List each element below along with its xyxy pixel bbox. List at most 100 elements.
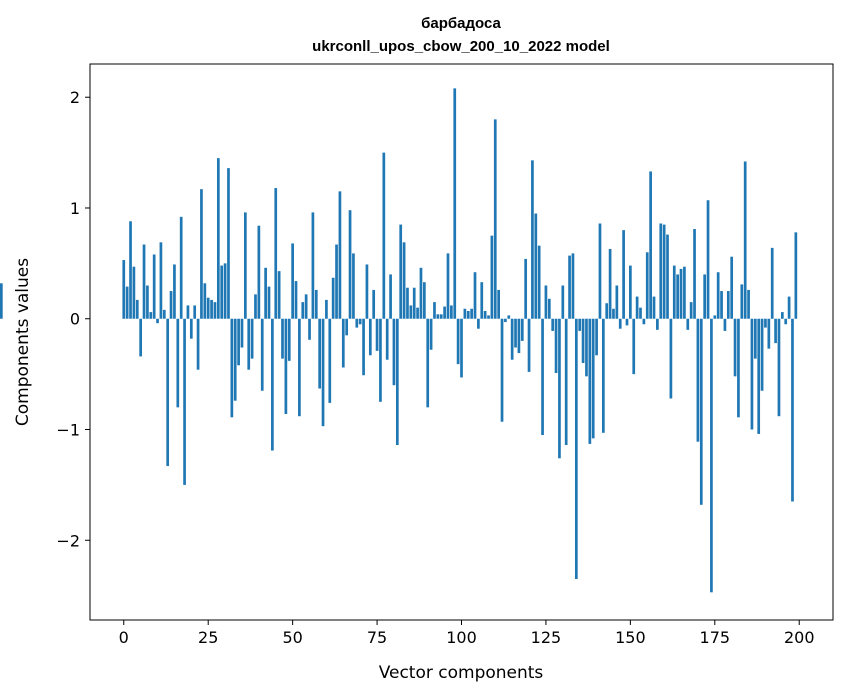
bar-150 [629,265,632,319]
bar-9 [152,254,156,319]
bar-95 [443,306,446,319]
bar-172 [703,274,707,319]
bar-123 [537,245,541,319]
bar-185 [747,289,750,319]
bar-101 [463,308,467,319]
bar-14 [169,291,173,319]
bar-50 [291,243,294,319]
bar-163 [672,265,676,319]
bar-16 [176,318,180,408]
bar-55 [308,318,311,340]
x-tick-label: 25 [198,628,218,647]
bar-142 [601,318,605,433]
bar-21 [193,305,197,319]
y-axis-label: Components values [13,258,33,426]
bar-160 [662,224,666,319]
bar-166 [683,266,686,319]
bar-56 [311,212,315,319]
x-tick-label: 0 [119,628,129,647]
bar-134 [574,318,578,580]
bar-148 [622,230,625,319]
bar-52 [298,318,301,417]
bar-198 [791,318,794,502]
bar-179 [726,291,730,319]
bar-26 [210,299,213,319]
bar-44 [271,318,274,451]
bar-58 [318,318,321,389]
bar-128 [554,318,558,374]
bar-77 [382,152,386,319]
bar-143 [605,303,609,319]
x-tick-label: 150 [615,628,646,647]
bar-144 [608,248,612,319]
bar-7 [146,285,149,319]
bar-34 [237,318,240,366]
bar-53 [301,302,305,319]
bar-106 [480,282,484,319]
bar-0 [122,260,126,319]
bar-108 [487,315,490,319]
bar-105 [477,318,480,329]
bar-89 [423,282,426,319]
bar-86 [412,287,416,319]
bar-124 [541,318,544,436]
bar-45 [274,188,278,319]
bar-10 [156,318,159,324]
bar-90 [426,318,430,408]
bar-174 [710,318,713,593]
bar-190 [764,318,767,328]
bar-125 [544,285,548,319]
bar-146 [615,285,619,319]
bar-115 [510,318,514,360]
bar-156 [649,171,652,319]
bar-13 [166,318,170,467]
bar-25 [206,297,210,319]
bar-173 [706,200,710,319]
bar-126 [547,298,551,319]
bar-40 [257,225,261,319]
bar-5 [139,318,143,357]
bar-72 [365,264,369,319]
bar-157 [652,296,656,319]
bar-114 [507,315,511,319]
bar-31 [227,168,230,319]
bar-33 [233,318,237,401]
bar-188 [757,318,761,434]
chart-title: барбадоса [421,15,501,32]
bar-162 [669,318,673,399]
bar-24 [203,283,207,319]
bar-80 [392,318,396,386]
bar-99 [456,318,460,365]
bar-129 [558,318,561,459]
bar-161 [666,234,669,319]
bar-92 [433,302,436,319]
bar-85 [409,305,413,319]
bar-103 [470,308,473,319]
bar-145 [612,308,615,319]
bar-84 [406,287,409,319]
bar-164 [676,274,679,319]
bar-57 [314,289,318,319]
bar-17 [179,216,183,319]
bar-36 [244,212,247,319]
bar-94 [439,314,443,319]
bar-19 [186,305,190,319]
bar-32 [230,318,234,418]
bar-83 [402,242,406,319]
bar-75 [375,318,379,351]
y-tick-label: 1 [70,199,80,218]
bar-180 [730,256,734,319]
bar-149 [625,318,629,326]
bar-79 [389,274,392,319]
bar-49 [287,318,291,361]
bar-154 [642,318,646,325]
bar-107 [483,310,487,319]
bar-196 [784,318,788,325]
bar-197 [787,296,791,319]
bar-152 [635,296,639,319]
bar-28 [216,158,220,319]
bar-22 [196,318,200,370]
bar-116 [514,318,517,348]
bar-78 [385,318,389,360]
